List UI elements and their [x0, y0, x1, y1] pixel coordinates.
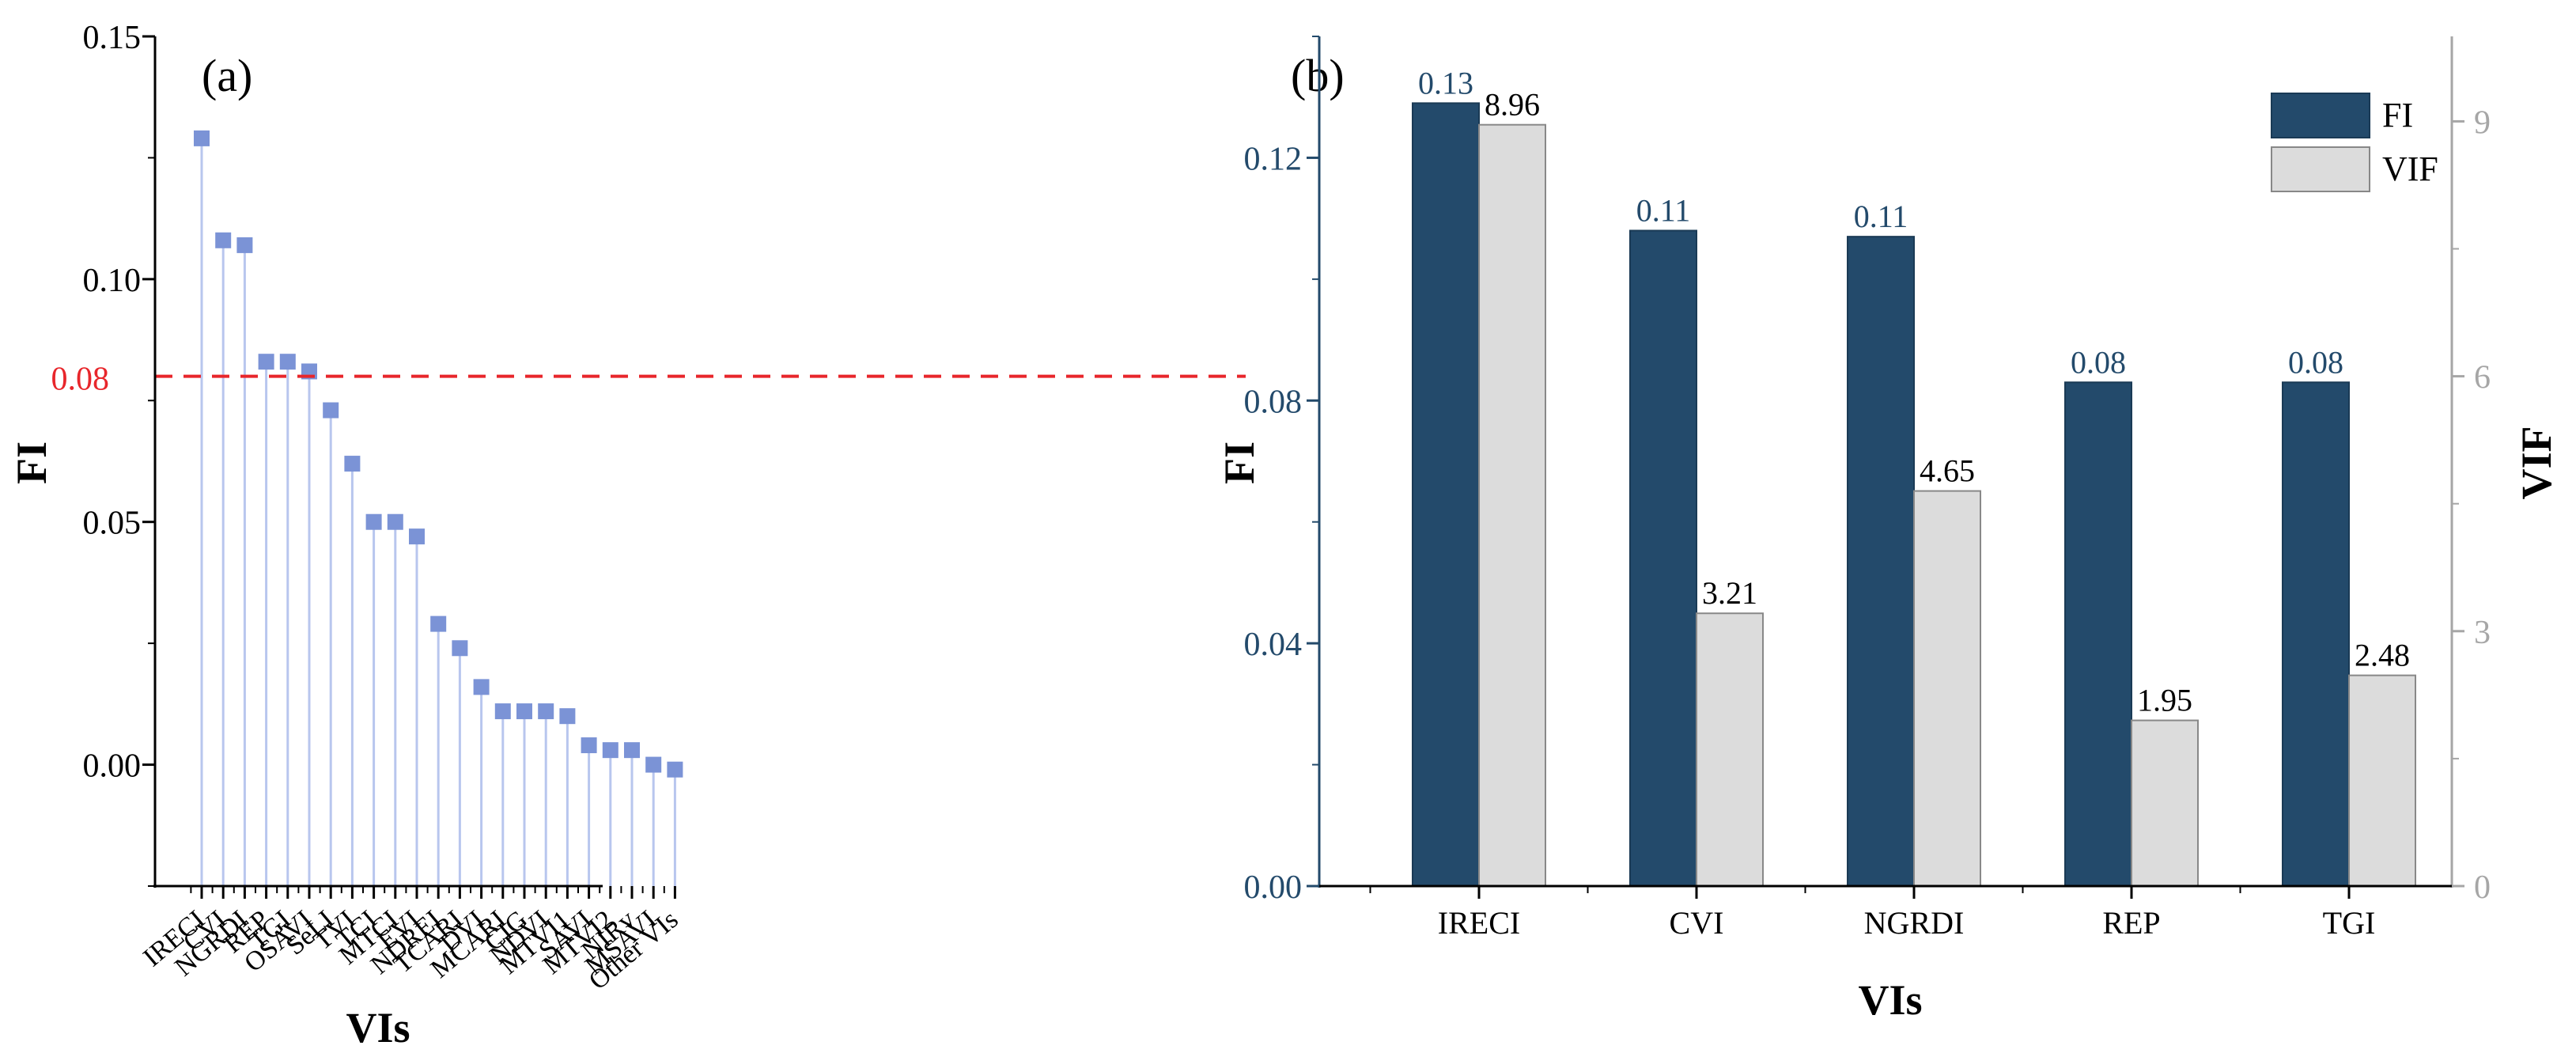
- legend-swatch-fi: [2271, 93, 2370, 138]
- marker-NIRv: [624, 742, 640, 759]
- marker-SeLI: [323, 402, 339, 419]
- data-label-fi-CVI: 0.11: [1636, 192, 1691, 228]
- bar-fi-NGRDI: [1847, 236, 1915, 887]
- ytick-label-left-b-0: 0.00: [1244, 869, 1303, 906]
- marker-NDVI: [538, 703, 554, 720]
- legend-label-vif: VIF: [2382, 150, 2438, 188]
- marker-REP: [258, 354, 274, 370]
- threshold-label: 0.08: [51, 362, 110, 398]
- bar-fi-CVI: [1629, 229, 1697, 887]
- x-axis-title-b: VIs: [1858, 976, 1922, 1024]
- data-label-vif-CVI: 3.21: [1702, 575, 1757, 611]
- panel-b-chart: (b) 0.13 8.96 IRECI 0.11 3.21 CVI 0.11 4.65 NGRD…: [1216, 36, 2560, 1024]
- marker-CVI: [215, 232, 232, 248]
- panel-a-chart: (a) 0.080.000.050.100.15IRECICVINGRDIREP…: [8, 20, 1246, 1051]
- ytick-label-right-b-2: 6: [2474, 360, 2491, 396]
- marker-DVI: [473, 679, 490, 695]
- y-axis-title-left-b: FI: [1216, 441, 1263, 484]
- marker-TVI: [344, 456, 361, 472]
- marker-MTCI: [387, 513, 403, 530]
- panel-b-label: (b): [1291, 50, 1345, 101]
- bar-vif-REP: [2131, 719, 2199, 887]
- y-axis-title-a: FI: [8, 441, 55, 484]
- marker-NDREI: [430, 616, 447, 632]
- data-label-vif-TGI: 2.48: [2355, 638, 2410, 673]
- ytick-label-a-1: 0.05: [83, 506, 142, 542]
- bar-vif-IRECI: [1478, 123, 1546, 888]
- marker-IRECI: [194, 130, 210, 146]
- ytick-label-left-b-2: 0.08: [1244, 384, 1303, 420]
- xtick-label-b-REP: REP: [2102, 905, 2160, 941]
- data-label-fi-TGI: 0.08: [2288, 344, 2343, 380]
- xtick-label-b-NGRDI: NGRDI: [1864, 905, 1965, 941]
- marker-TCI: [365, 513, 382, 530]
- bar-vif-NGRDI: [1913, 490, 1981, 888]
- xtick-label-b-TGI: TGI: [2323, 905, 2376, 941]
- ytick-label-right-b-0: 0: [2474, 869, 2491, 906]
- ytick-label-left-b-3: 0.12: [1244, 141, 1303, 177]
- marker-MTVI1: [559, 708, 576, 725]
- data-label-fi-REP: 0.08: [2071, 344, 2126, 380]
- ytick-label-left-b-1: 0.04: [1244, 627, 1303, 663]
- marker-CIG: [516, 703, 532, 720]
- marker-MCARI: [494, 703, 511, 720]
- bar-fi-IRECI: [1412, 102, 1480, 887]
- ytick-label-right-b-1: 3: [2474, 615, 2491, 651]
- ytick-label-a-3: 0.15: [83, 20, 142, 56]
- xtick-label-b-CVI: CVI: [1670, 905, 1724, 941]
- data-label-vif-IRECI: 8.96: [1485, 87, 1540, 123]
- data-label-fi-NGRDI: 0.11: [1854, 199, 1908, 234]
- marker-NGRDI: [236, 237, 253, 253]
- y-axis-title-right-b: VIF: [2513, 426, 2560, 500]
- data-label-vif-NGRDI: 4.65: [1920, 453, 1975, 489]
- bar-vif-CVI: [1696, 612, 1764, 887]
- marker-Other VIs: [667, 761, 683, 778]
- legend-label-fi: FI: [2382, 96, 2413, 134]
- marker-EVI: [409, 528, 425, 545]
- xtick-label-b-IRECI: IRECI: [1438, 905, 1520, 941]
- legend: FI VIF: [2271, 93, 2438, 192]
- legend-swatch-vif: [2271, 146, 2370, 192]
- marker-MSAVI: [645, 756, 662, 773]
- marker-MTVI2: [602, 742, 618, 759]
- ytick-label-a-0: 0.00: [83, 748, 142, 785]
- bar-vif-TGI: [2348, 674, 2416, 887]
- data-label-vif-REP: 1.95: [2137, 683, 2192, 718]
- x-axis-title-a: VIs: [346, 1004, 410, 1051]
- ytick-label-a-2: 0.10: [83, 263, 142, 299]
- bar-fi-REP: [2064, 381, 2132, 887]
- marker-TCARI: [452, 640, 468, 657]
- ytick-label-right-b-3: 9: [2474, 104, 2491, 141]
- bar-fi-TGI: [2282, 381, 2350, 887]
- marker-TGI: [279, 354, 296, 370]
- panel-a-label: (a): [202, 50, 252, 101]
- data-label-fi-IRECI: 0.13: [1418, 65, 1473, 100]
- marker-SAVI: [581, 737, 597, 754]
